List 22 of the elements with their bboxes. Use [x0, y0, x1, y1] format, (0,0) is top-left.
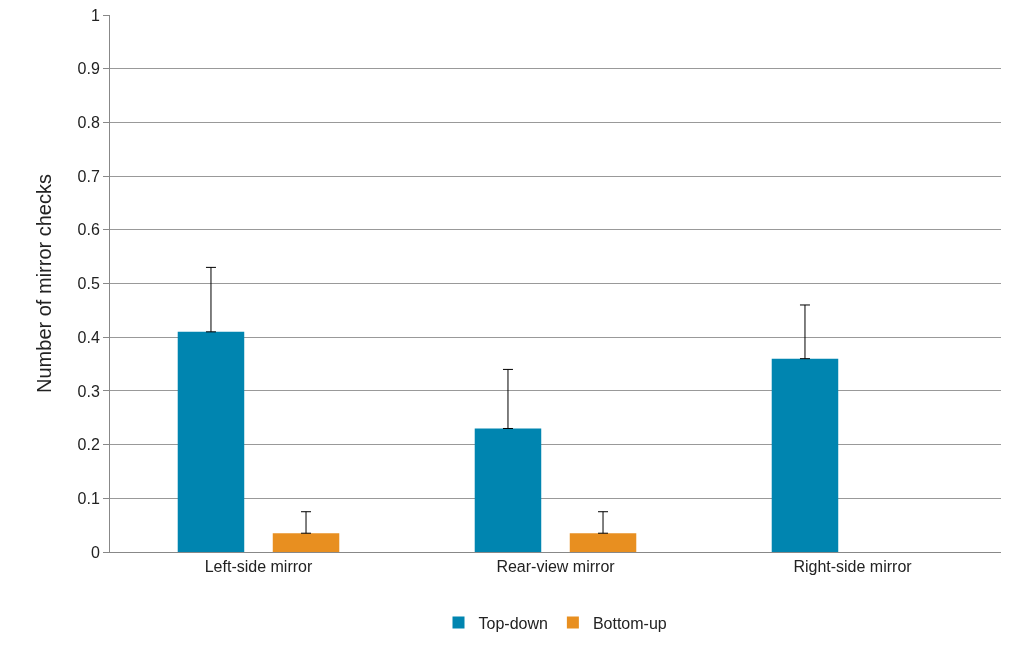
y-tick-label: 0.6: [77, 221, 100, 239]
bar: [272, 533, 340, 552]
y-tick-label: 0.5: [77, 275, 100, 293]
y-tick-label: 0.7: [77, 167, 100, 185]
legend-label: Bottom-up: [592, 614, 667, 632]
bar: [569, 533, 637, 552]
y-tick-label: 0.4: [77, 328, 100, 346]
y-tick-label: 0.2: [77, 436, 100, 454]
y-tick-label: 0.8: [77, 114, 100, 131]
y-tick-label: 1: [90, 6, 100, 24]
x-tick-label: Left-side mirror: [204, 558, 313, 576]
bar: [771, 358, 839, 552]
bar: [177, 331, 245, 552]
y-tick-label: 0.9: [77, 60, 100, 78]
x-tick-label: Rear-view mirror: [496, 558, 616, 576]
y-tick-label: 0.3: [77, 382, 100, 400]
x-tick-label: Right-side mirror: [793, 558, 913, 576]
bar: [474, 428, 542, 552]
y-axis-title: Number of mirror checks: [33, 174, 56, 393]
legend-label: Top-down: [478, 614, 548, 632]
y-tick-label: 0.1: [77, 489, 100, 507]
y-tick-label: 0: [90, 543, 100, 561]
